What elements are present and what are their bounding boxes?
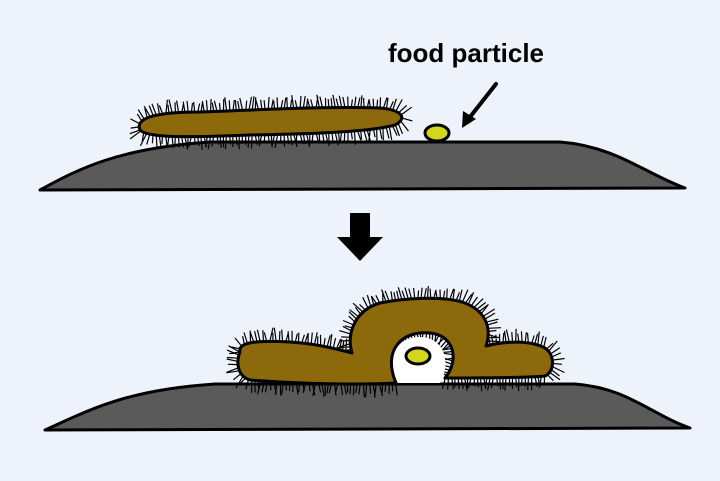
top-organism-body	[137, 105, 404, 139]
top-panel: food particle	[38, 38, 687, 192]
cilia-strands	[129, 94, 413, 150]
down-arrow-icon	[337, 213, 383, 261]
bottom-panel	[43, 285, 692, 432]
arrow-pointer-icon	[462, 82, 498, 128]
bottom-organism-body	[236, 296, 554, 386]
top-organism-cilia	[129, 94, 413, 150]
food-particle-label: food particle	[388, 38, 544, 68]
engulfed-food-particle	[404, 346, 432, 366]
top-substrate	[38, 140, 687, 192]
top-food-particle	[423, 123, 451, 143]
bottom-substrate	[43, 382, 692, 432]
